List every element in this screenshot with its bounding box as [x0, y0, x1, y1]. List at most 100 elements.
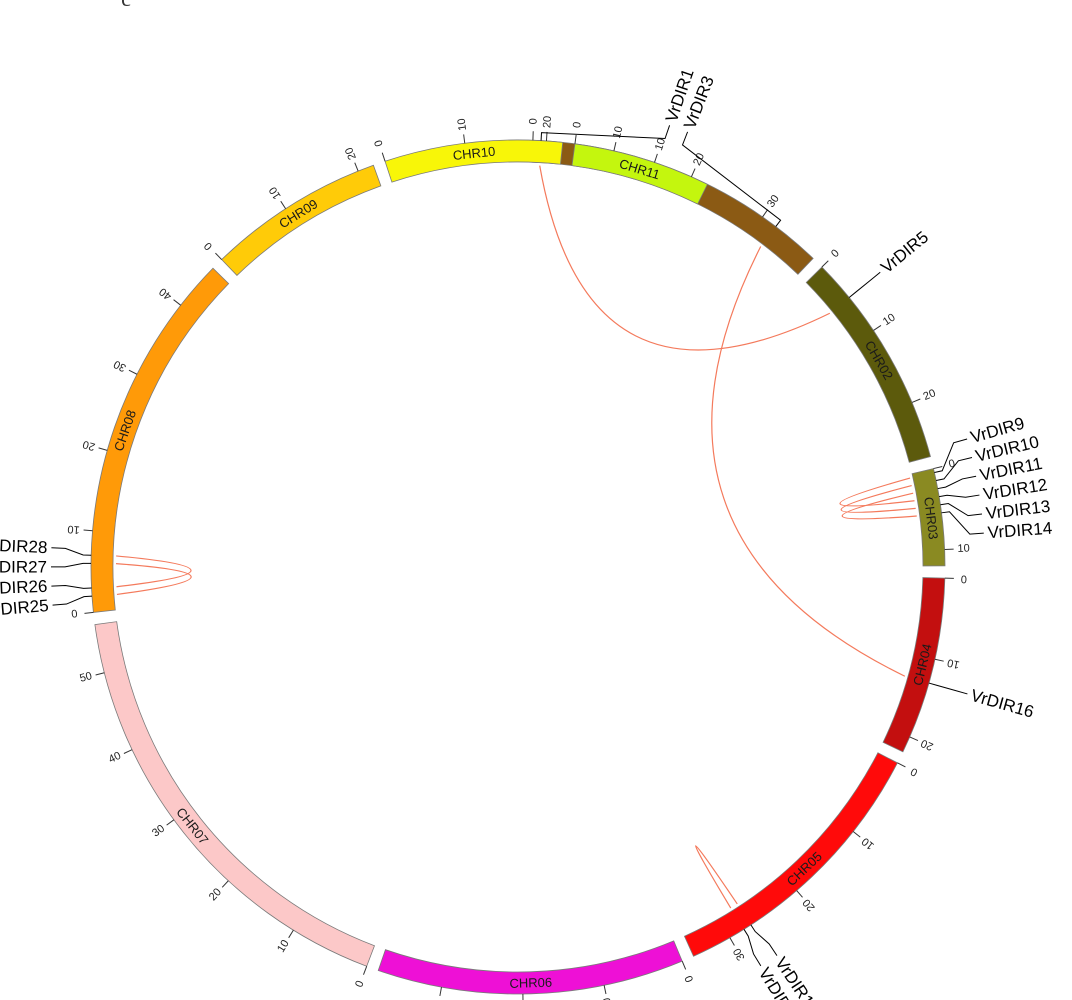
synteny-link-vrdir26-vrdir28 [116, 555, 192, 588]
gene-leader-vrdir18 [750, 924, 778, 956]
tick-mark-chr07-50 [95, 672, 105, 676]
tick-label-chr04-20: 20 [919, 737, 935, 753]
tick-label-chr08-20: 20 [81, 438, 96, 453]
gene-leader-vrdir19 [743, 929, 762, 967]
gene-leader-vrdir14 [941, 511, 984, 535]
gene-label-vrdir26: VrDIR26 [0, 577, 48, 599]
tick-label-chr11-0: 0 [571, 121, 584, 129]
tick-mark-chr08-0 [84, 611, 94, 614]
tick-label-chr02-0: 0 [829, 247, 842, 260]
chromosome-label-chr10: CHR10 [452, 144, 496, 163]
tick-label-chr06-10: 10 [601, 997, 615, 1000]
tick-mark-chr01-30 [762, 209, 769, 218]
tick-label-chr07-0: 0 [353, 979, 366, 989]
chromosome-ring: CHR01CHR02CHR03CHR04CHR05CHR06CHR07CHR08… [90, 139, 946, 995]
gene-labels: VrDIR1VrDIR3VrDIR5VrDIR9VrDIR10VrDIR11Vr… [0, 66, 1053, 1000]
tick-label-chr03-10: 10 [957, 542, 970, 554]
synteny-links [115, 165, 917, 909]
tick-label-chr07-20: 20 [207, 886, 224, 903]
tick-label-chr09-0: 0 [202, 240, 215, 253]
tick-mark-chr08-10 [83, 529, 93, 532]
tick-label-chr07-50: 50 [78, 670, 93, 685]
tick-label-chr08-10: 10 [67, 523, 80, 536]
chromosome-segment-chr08 [90, 267, 230, 613]
tick-label-chr01-30: 30 [765, 193, 782, 210]
tick-label-chr09-10: 10 [267, 184, 284, 201]
gene-leader-vrdir16 [928, 682, 968, 695]
synteny-link-vrdir10-vrdir13 [840, 485, 916, 513]
tick-label-chr07-30: 30 [150, 823, 167, 840]
tick-mark-chr06-0 [681, 960, 687, 970]
tick-label-chr05-10: 10 [860, 835, 877, 852]
synteny-link-vrdir1-vrdir5 [539, 165, 831, 351]
tick-mark-chr04-10 [934, 658, 944, 662]
tick-mark-chr05-0 [897, 762, 906, 768]
tick-mark-chr10-10 [463, 134, 466, 144]
tick-mark-chr08-40 [173, 299, 181, 306]
tick-label-chr05-30: 30 [731, 946, 747, 963]
chromosome-label-chr06: CHR06 [509, 975, 552, 991]
tick-label-chr10-10: 10 [456, 118, 469, 132]
tick-mark-chr10-20 [545, 131, 548, 141]
tick-label-chr10-0: 0 [372, 138, 385, 148]
chromosome-segment-chr10 [384, 139, 564, 183]
chromosome-label-chr03: CHR03 [921, 496, 941, 540]
tick-label-chr04-10: 10 [946, 656, 961, 670]
tick-label-chr05-20: 20 [801, 896, 818, 913]
tick-label-chr07-40: 40 [107, 750, 123, 766]
chromosome-segment-chr07 [94, 621, 375, 967]
tick-mark-chr07-10 [288, 929, 294, 939]
tick-mark-chr09-10 [280, 200, 287, 210]
tick-mark-chr11-10 [654, 153, 658, 163]
tick-mark-chr08-30 [128, 369, 138, 375]
tick-mark-chr06-10 [603, 985, 607, 995]
tick-mark-chr09-0 [215, 252, 223, 260]
tick-label-chr05-0: 0 [909, 765, 920, 778]
tick-label-chr01-10: 10 [611, 125, 625, 140]
tick-label-chr01-0: 0 [527, 118, 539, 125]
tick-mark-chr01-10 [613, 142, 617, 152]
tick-label-chr08-40: 40 [157, 285, 174, 302]
synteny-link-vrdir18-vrdir19 [695, 845, 738, 909]
gene-leader-vrdir10 [936, 457, 973, 482]
gene-label-vrdir14: VrDIR14 [987, 519, 1053, 543]
tick-mark-chr07-40 [123, 749, 133, 754]
tick-mark-chr02-0 [821, 260, 829, 268]
tick-mark-chr07-0 [363, 966, 368, 975]
tick-mark-chr03-0 [933, 465, 943, 470]
tick-label-chr09-20: 20 [343, 146, 359, 162]
tick-mark-chr07-30 [166, 819, 175, 826]
gene-leader-vrdir3 [681, 131, 782, 227]
chromosome-segment-chr06 [377, 940, 683, 995]
tick-label-chr11-10: 10 [653, 137, 668, 152]
tick-mark-chr04-20 [909, 736, 919, 742]
gene-label-vrdir28: VrDIR28 [0, 535, 48, 557]
panel-letter: c [121, 0, 131, 11]
tick-label-chr03-0: 0 [948, 458, 957, 471]
gene-label-vrdir5: VrDIR5 [877, 228, 932, 278]
tick-mark-chr01-20 [690, 168, 696, 177]
tick-mark-chr02-20 [911, 398, 921, 403]
gene-label-vrdir25: VrDIR25 [0, 596, 49, 620]
tick-label-chr01-20: 20 [691, 151, 707, 167]
tick-mark-chr08-20 [98, 447, 108, 451]
tick-mark-chr06-30 [439, 986, 442, 997]
chromosome-segment-chr03 [911, 468, 946, 567]
gene-leader-vrdir9 [934, 438, 968, 474]
chromosome-segment-chr09 [221, 164, 382, 276]
gene-leader-vrdir25 [52, 595, 93, 606]
gene-leader-vrdir11 [937, 475, 977, 490]
tick-mark-chr05-10 [852, 831, 861, 838]
gene-label-vrdir16: VrDIR16 [969, 686, 1036, 722]
tick-mark-chr05-20 [796, 890, 803, 898]
chromosome-segment-chr11 [571, 143, 708, 205]
gene-leader-vrdir26 [51, 584, 92, 589]
tick-label-chr02-10: 10 [881, 312, 898, 329]
chromosome-segment-chr05 [683, 752, 898, 957]
gene-leader-vrdir28 [51, 547, 92, 556]
tick-mark-chr10-0 [381, 152, 386, 162]
gene-leader-vrdir27 [50, 562, 92, 568]
tick-mark-chr09-20 [354, 162, 359, 172]
synteny-link-vrdir9-vrdir12 [839, 477, 915, 507]
